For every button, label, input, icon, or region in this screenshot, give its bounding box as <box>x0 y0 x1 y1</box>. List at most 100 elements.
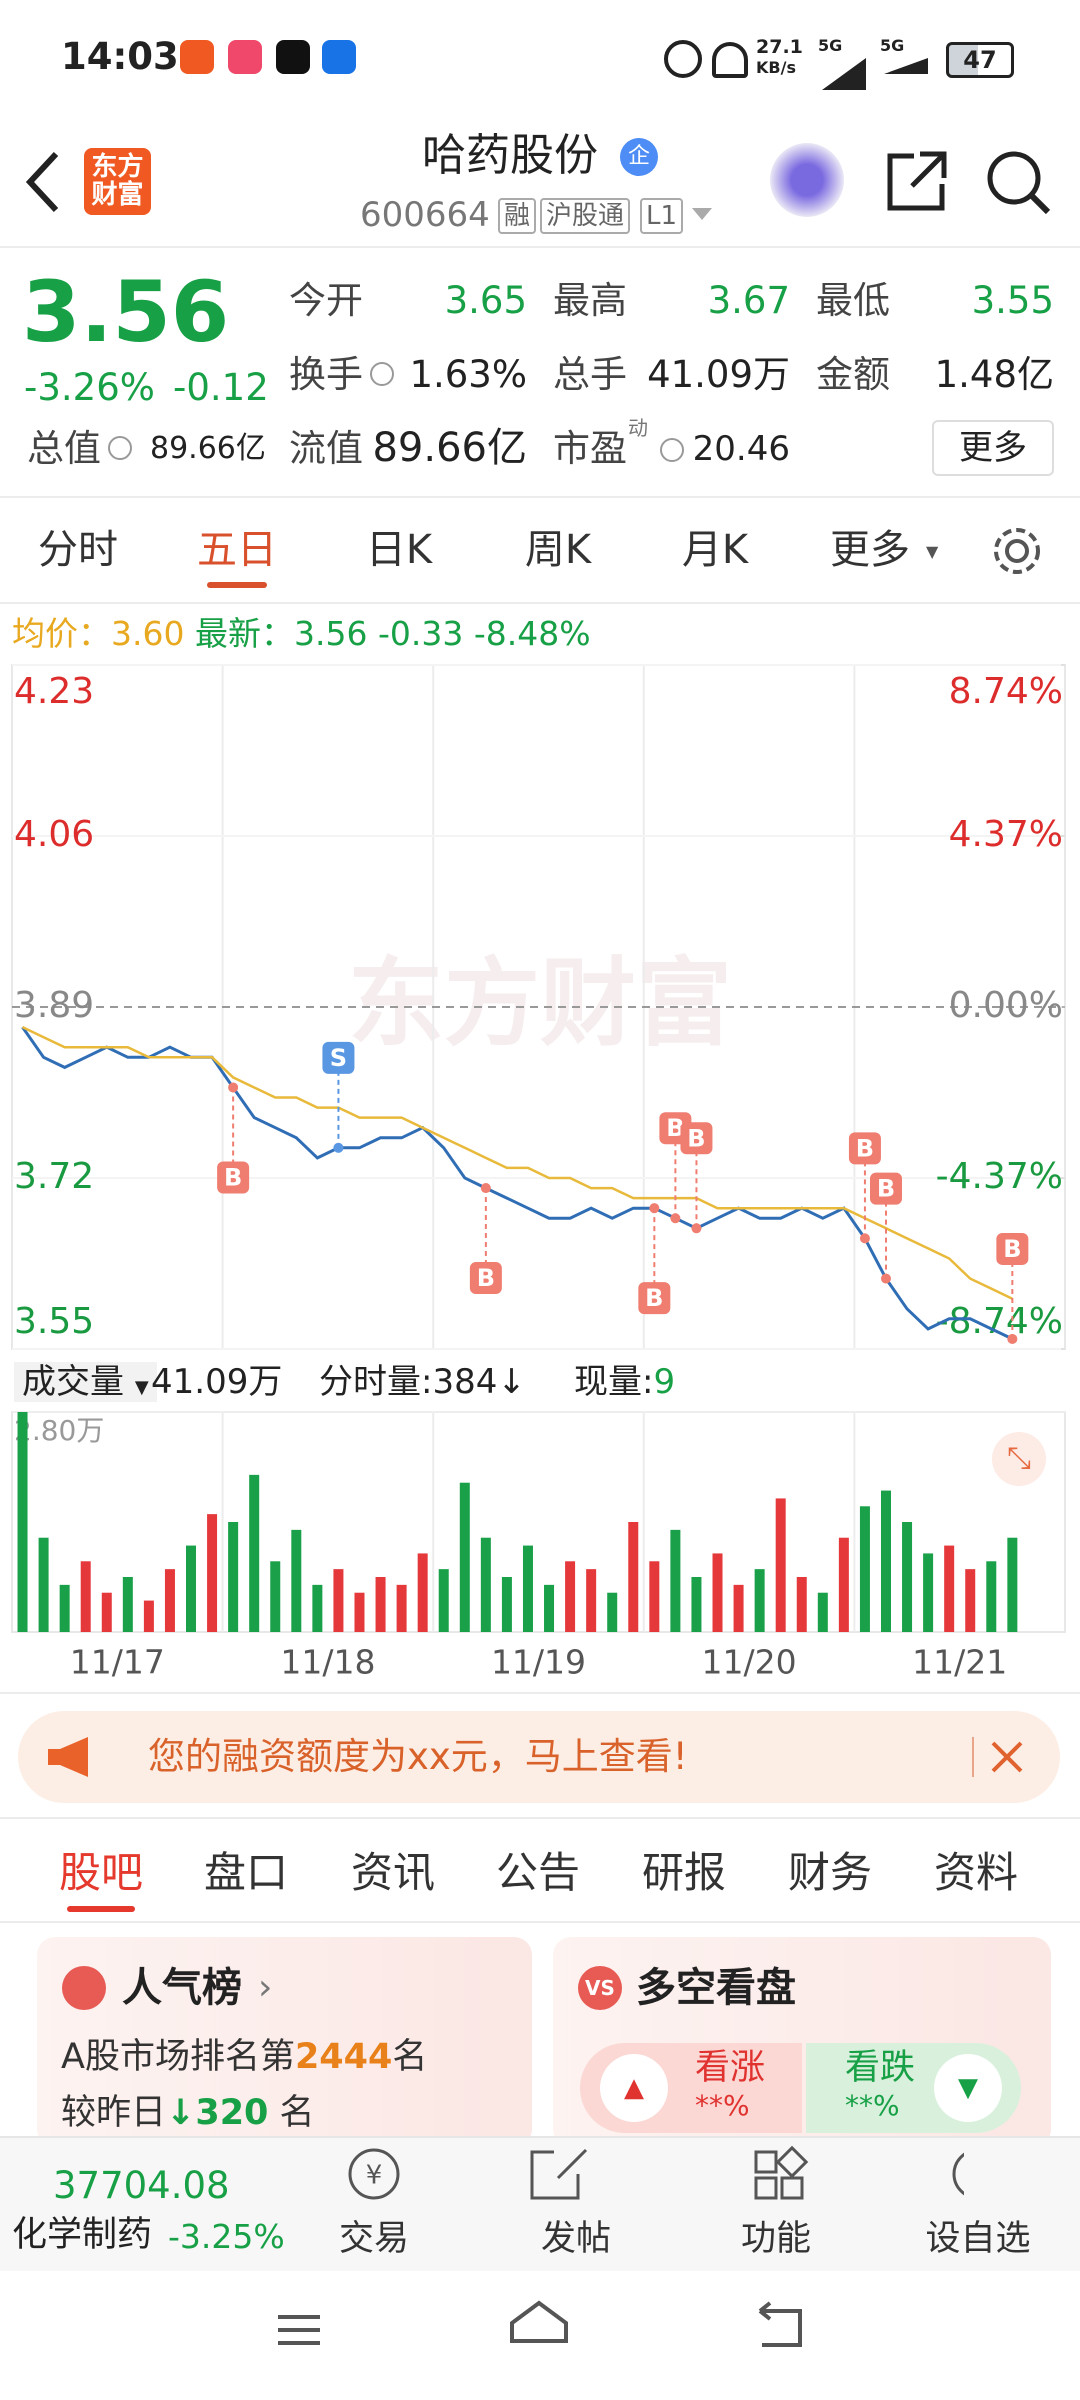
action-button[interactable]: 设自选 <box>925 2219 1031 2259</box>
popularity-card[interactable] <box>37 1937 532 2147</box>
rank: 2444 <box>294 2037 393 2077</box>
settings-button[interactable] <box>990 524 1044 578</box>
field-label: 流值 <box>289 427 363 470</box>
volume-selector[interactable]: 成交量 ▼ <box>14 1362 157 1402</box>
volume-bar <box>501 1577 512 1632</box>
marker-label: B <box>224 1163 242 1191</box>
last-price: 3.56 <box>22 263 230 361</box>
separator <box>972 1737 974 1777</box>
assistant-avatar[interactable] <box>770 143 844 217</box>
change-pct: -8.48% <box>473 614 591 653</box>
y2-tick-label: -4.37% <box>936 1156 1063 1197</box>
marker-dot <box>670 1213 681 1224</box>
sector-index: 37704.08 <box>53 2164 230 2207</box>
marker-box <box>996 1232 1029 1265</box>
chart-tab[interactable]: 更多 <box>830 527 910 573</box>
chart-tab[interactable]: 五日 <box>197 527 277 573</box>
nav-bar <box>278 2300 802 2347</box>
volume-bar <box>59 1584 70 1632</box>
change-prefix: 较昨日 <box>61 2093 167 2133</box>
marker-label: B <box>856 1134 874 1162</box>
action-button[interactable]: 发帖 <box>540 2219 611 2259</box>
latest: 3.56 <box>293 614 368 653</box>
volume-bar <box>838 1537 849 1632</box>
y2-tick-label: 4.37% <box>949 814 1063 855</box>
tag: 沪股通 <box>540 198 631 234</box>
change-suffix: 名 <box>279 2093 315 2133</box>
section-tab[interactable]: 盘口 <box>203 1848 288 1897</box>
banner[interactable] <box>18 1711 1060 1803</box>
down-value: **% <box>845 2089 900 2122</box>
marker-dot <box>649 1203 660 1214</box>
volume-bar <box>207 1514 218 1632</box>
volume-bar <box>375 1577 386 1632</box>
app-icon <box>228 40 262 74</box>
marker-dot <box>480 1183 491 1194</box>
volume-bar <box>270 1561 281 1632</box>
volume-bar <box>459 1482 470 1632</box>
section-tab[interactable]: 财务 <box>787 1848 872 1897</box>
info-icon <box>108 436 132 460</box>
share-button[interactable] <box>884 148 950 214</box>
field-value: 3.67 <box>707 279 790 322</box>
y-tick-label: 3.72 <box>14 1156 94 1197</box>
up-label: 看涨 <box>695 2048 766 2088</box>
banner-text[interactable]: 您的融资额度为xx元，马上查看! <box>148 1735 688 1778</box>
volume-bar <box>480 1537 491 1632</box>
card-title: 多空看盘 <box>636 1965 796 2011</box>
section-tab[interactable]: 股吧 <box>58 1848 143 1897</box>
marker-box <box>869 1172 902 1205</box>
volume-bar <box>122 1577 133 1632</box>
volume-bar <box>544 1584 555 1632</box>
tab-underline <box>207 582 267 588</box>
field-label: 总值 <box>27 427 101 470</box>
svg-text:¥: ¥ <box>366 2161 383 2191</box>
field-value: 1.63% <box>409 353 527 396</box>
marker-label: B <box>645 1284 663 1312</box>
field-label: 换手 <box>289 353 363 396</box>
back-button[interactable] <box>24 150 64 214</box>
divider <box>0 1817 1080 1819</box>
volume-bar <box>312 1584 323 1632</box>
rank-suffix: 名 <box>392 2037 428 2077</box>
section-tab[interactable]: 资料 <box>933 1848 1018 1897</box>
chart-tab[interactable]: 分时 <box>38 527 118 573</box>
stock-title: 哈药股份 <box>422 130 598 181</box>
search-button[interactable] <box>984 148 1054 218</box>
bottom-bar <box>0 2136 1080 2271</box>
volume-bar <box>754 1569 765 1632</box>
network: 5G <box>880 36 905 55</box>
field-label: 总手 <box>553 353 627 396</box>
section-tab[interactable]: 资讯 <box>350 1848 435 1897</box>
volume-bar <box>796 1577 807 1632</box>
logo: 东方 财富 <box>84 148 151 215</box>
volume-bar <box>565 1561 576 1632</box>
app-icon <box>180 40 214 74</box>
field-label: 金额 <box>816 353 890 396</box>
net-speed: 27.1 <box>756 36 803 58</box>
close-button[interactable] <box>990 1740 1024 1774</box>
section-tab[interactable]: 研报 <box>641 1848 726 1897</box>
volume-bar <box>249 1474 260 1632</box>
change-pct: -3.26% <box>24 366 155 409</box>
summary: 均价：3.60 最新：3.56 -0.33 -8.48% <box>12 617 591 650</box>
volume-bar <box>80 1561 91 1632</box>
section-tab[interactable]: 公告 <box>495 1848 580 1897</box>
chart-tab[interactable]: 月K <box>681 527 749 573</box>
rank-icon <box>62 1966 106 2010</box>
volume-bar <box>649 1561 660 1632</box>
field-label: 最高 <box>553 279 627 322</box>
chart-tab[interactable]: 日K <box>365 527 433 573</box>
action-button[interactable]: 功能 <box>740 2219 811 2259</box>
avg-label: 均价： <box>12 614 111 653</box>
expand-button[interactable]: ⤡ <box>992 1432 1046 1486</box>
more-button[interactable]: 更多 <box>932 420 1054 476</box>
y-tick-label: 3.89 <box>14 985 94 1026</box>
chart-tab[interactable]: 周K <box>524 527 592 573</box>
marker-label: B <box>477 1264 495 1292</box>
rank-prefix: A股市场排名第 <box>61 2037 295 2077</box>
action-button[interactable]: 交易 <box>338 2219 409 2259</box>
field-value: 41.09万 <box>647 353 790 396</box>
field-value: 3.65 <box>444 279 527 322</box>
